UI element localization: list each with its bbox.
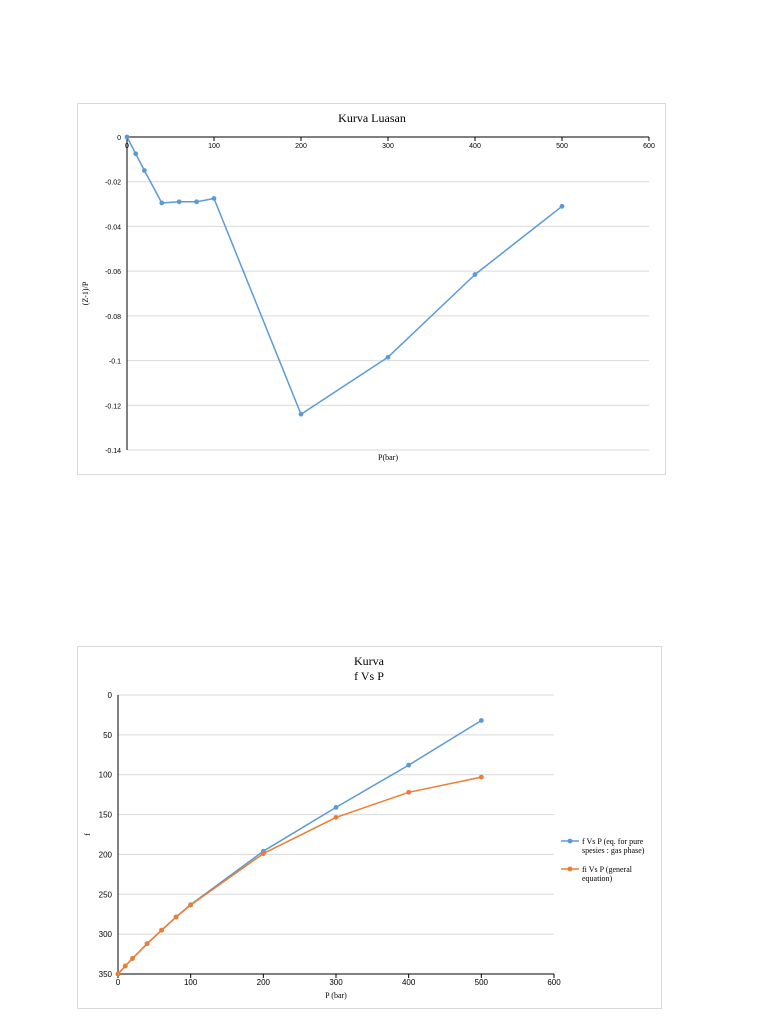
data-point [333, 814, 339, 820]
y-tick-label: 250 [99, 890, 113, 899]
y-tick-label: -0.06 [105, 269, 121, 276]
data-point [122, 963, 128, 969]
y-axis-label: f [83, 833, 92, 836]
legend-label: spesies : gas phase) [582, 846, 645, 855]
y-tick-label: -0.04 [105, 224, 121, 231]
y-tick-label: 300 [99, 930, 113, 939]
x-tick-label: 500 [475, 978, 489, 987]
data-point [176, 199, 182, 205]
x-tick-label: 400 [402, 978, 416, 987]
x-tick-label: 0 [125, 143, 129, 150]
x-axis-label: P(bar) [378, 453, 398, 462]
data-point [144, 941, 150, 947]
y-axis-label: (Z-1)/P [81, 281, 90, 305]
legend-marker [567, 866, 573, 872]
y-tick-label: 100 [99, 771, 113, 780]
y-tick-label: -0.02 [105, 180, 121, 187]
y-tick-label: -0.1 [109, 359, 121, 366]
x-tick-label: 600 [643, 143, 655, 150]
data-point [385, 354, 391, 360]
x-tick-label: 200 [295, 143, 307, 150]
y-tick-label: -0.14 [105, 448, 121, 455]
data-point [124, 134, 130, 140]
chart-title: f Vs P [354, 669, 384, 683]
chart-title: Kurva [354, 654, 385, 668]
data-point [194, 199, 199, 205]
data-point [298, 411, 304, 417]
data-point [188, 902, 194, 908]
data-point [142, 168, 147, 173]
x-tick-label: 300 [329, 978, 343, 987]
x-tick-label: 300 [382, 143, 394, 150]
series-line-1 [126, 136, 563, 415]
x-tick-label: 0 [116, 978, 121, 987]
x-tick-label: 600 [547, 978, 561, 987]
y-tick-label: 200 [99, 850, 113, 859]
data-point [559, 203, 565, 209]
x-tick-label: 100 [208, 143, 220, 150]
data-point [159, 200, 165, 206]
series-line-1 [117, 719, 482, 975]
data-point [159, 927, 164, 933]
y-tick-label: 350 [99, 970, 113, 979]
data-point [478, 774, 484, 780]
data-point [130, 956, 135, 961]
series-line-2 [117, 776, 482, 975]
y-tick-label: -0.12 [105, 403, 121, 410]
data-point [260, 851, 266, 857]
data-point [472, 272, 478, 277]
data-point [133, 151, 139, 157]
legend-marker [567, 838, 573, 844]
x-tick-label: 200 [257, 978, 271, 987]
data-point [173, 914, 179, 920]
data-point [115, 971, 121, 977]
x-tick-label: 400 [469, 143, 481, 150]
chart-title: Kurva Luasan [338, 111, 406, 125]
y-tick-label: 150 [99, 811, 113, 820]
legend-label: equation) [582, 874, 613, 883]
chart-kurva-luasan: Kurva Luasan 0 -0.02 -0.04 -0.06 -0.08 -0.1 -0.… [77, 103, 666, 475]
data-point [478, 718, 484, 723]
y-tick-label: -0.08 [105, 314, 121, 321]
data-point [211, 196, 217, 201]
legend-label: f Vs P (eq. for pure [582, 837, 644, 846]
y-tick-label: 0 [117, 135, 121, 142]
chart-kurva-f-vs-p: Kurva f Vs P 0 50 100 150 200 250 300 350 0 100 200 3… [77, 646, 662, 1009]
legend-label: fi Vs P (general [582, 865, 633, 874]
x-axis-label: P (bar) [325, 991, 347, 1000]
x-tick-label: 500 [556, 143, 568, 150]
data-point [406, 762, 412, 768]
data-point [333, 804, 339, 810]
chart-svg-luasan: Kurva Luasan 0 -0.02 -0.04 -0.06 -0.08 -0.1 -0.… [81, 111, 655, 462]
y-tick-label: 0 [108, 691, 113, 700]
data-point [406, 789, 412, 795]
y-tick-label: 50 [103, 731, 112, 740]
x-tick-label: 100 [184, 978, 198, 987]
